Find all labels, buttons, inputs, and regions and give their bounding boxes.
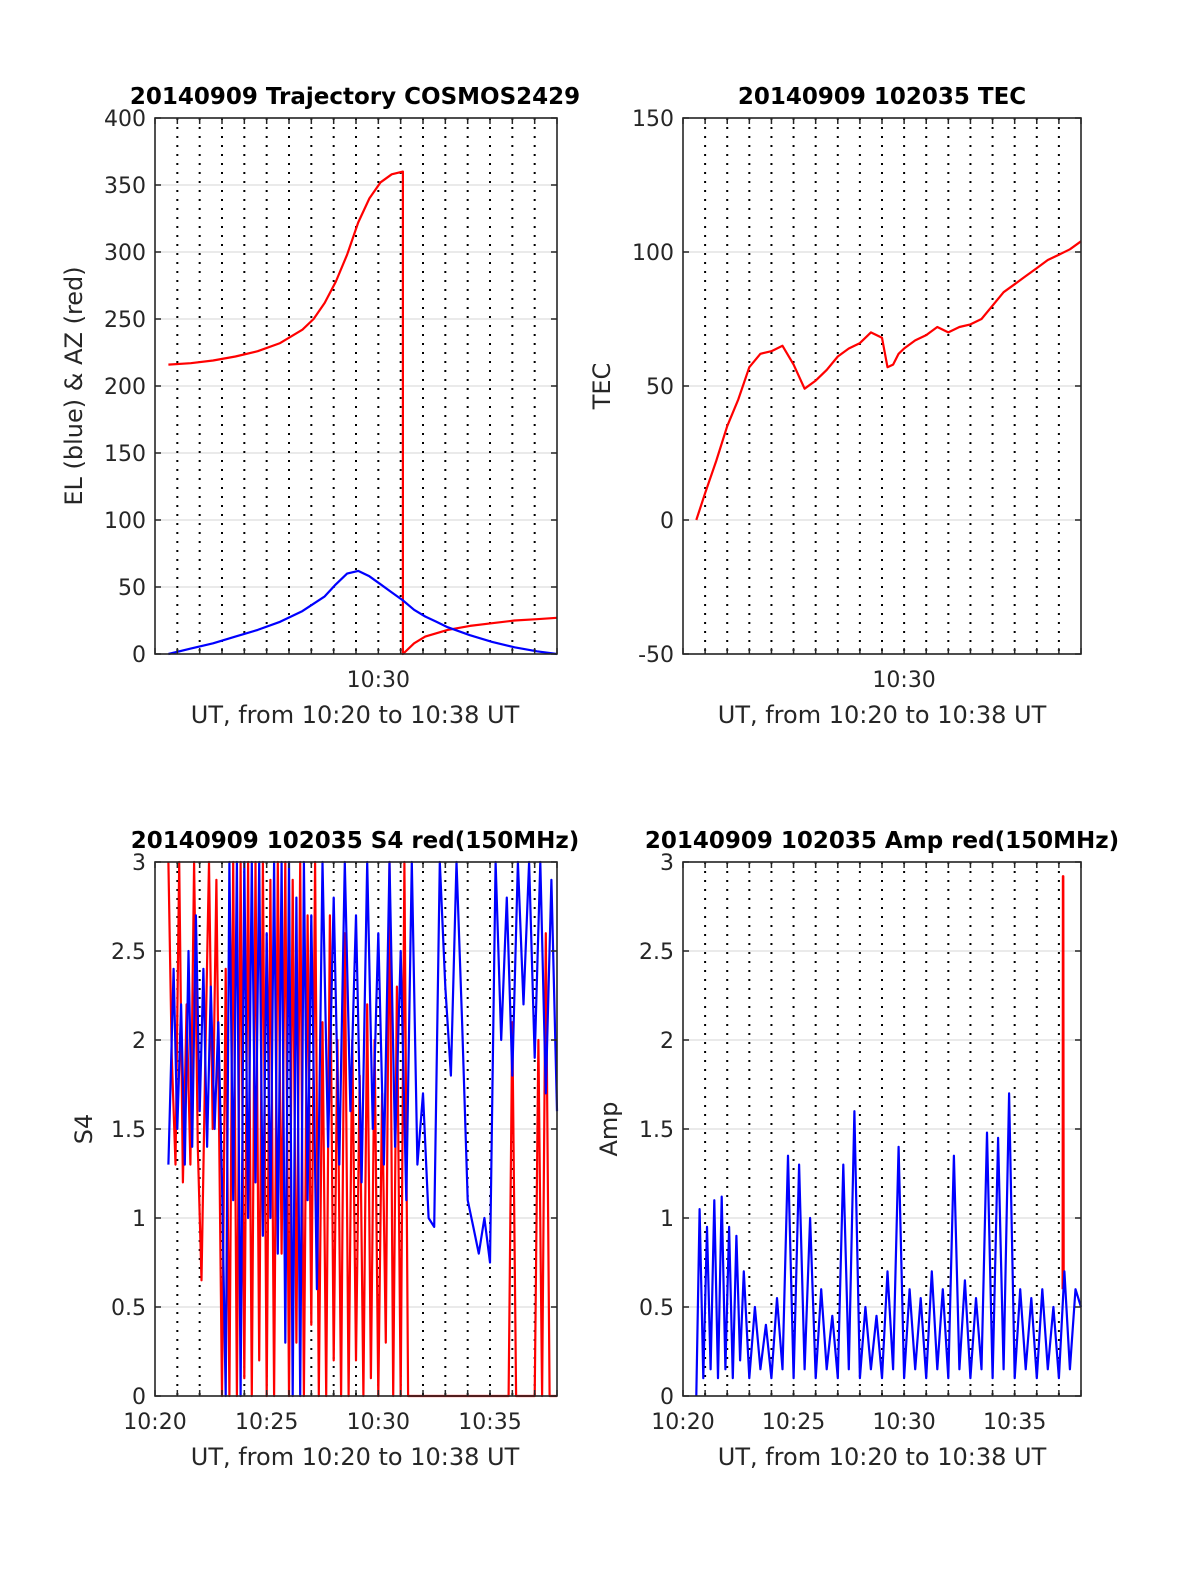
y-tick-label: 2.5 xyxy=(111,940,146,965)
y-tick-label: 100 xyxy=(632,241,674,266)
y-tick-label: 50 xyxy=(646,375,674,400)
series-line-ff0000 xyxy=(168,170,558,656)
y-tick-label: 1.5 xyxy=(639,1118,674,1143)
y-tick-label: 2 xyxy=(132,1029,146,1054)
x-tick-label: 10:35 xyxy=(983,1410,1046,1435)
y-axis-label: EL (blue) & AZ (red) xyxy=(60,266,88,505)
series-line-0000ff xyxy=(695,1092,1083,1397)
y-tick-label: 50 xyxy=(118,576,146,601)
y-axis-label: S4 xyxy=(70,1114,98,1145)
x-tick-label: 10:35 xyxy=(458,1410,521,1435)
y-tick-label: 0 xyxy=(660,1385,674,1410)
y-axis-label: TEC xyxy=(588,363,616,411)
chart-amp: 0 0.5 1 1.5 2 2.5 3 10:20 10:25 10:30 10:35 2014090… xyxy=(595,828,1119,1471)
y-tick-label: -50 xyxy=(638,643,674,668)
series-line-ff0000 xyxy=(695,240,1082,521)
series-line-ff0000 xyxy=(1061,875,1065,1290)
y-tick-label: 200 xyxy=(104,375,146,400)
chart-title: 20140909 102035 TEC xyxy=(738,84,1026,110)
y-tick-label: 0.5 xyxy=(111,1296,146,1321)
x-tick-label: 10:20 xyxy=(123,1410,186,1435)
chart-title: 20140909 102035 Amp red(150MHz) xyxy=(645,828,1119,854)
series-line-0000ff xyxy=(167,860,559,1398)
y-tick-label: 2.5 xyxy=(639,940,674,965)
y-tick-label: 150 xyxy=(632,107,674,132)
x-axis-label: UT, from 10:20 to 10:38 UT xyxy=(718,701,1047,729)
x-tick-label: 10:30 xyxy=(347,668,410,693)
x-tick-label: 10:25 xyxy=(235,1410,298,1435)
y-tick-label: 1.5 xyxy=(111,1118,146,1143)
y-tick-label: 150 xyxy=(104,442,146,467)
y-tick-label: 2 xyxy=(660,1029,674,1054)
y-tick-label: 3 xyxy=(132,851,146,876)
y-tick-label: 0 xyxy=(132,643,146,668)
y-tick-label: 250 xyxy=(104,308,146,333)
y-tick-label: 0 xyxy=(132,1385,146,1410)
chart-s4: 0 0.5 1 1.5 2 2.5 3 10:20 10:25 10:30 10:35 2014090… xyxy=(70,828,579,1471)
y-axis-label: Amp xyxy=(595,1101,623,1156)
x-tick-label: 10:30 xyxy=(872,1410,935,1435)
y-tick-label: 350 xyxy=(104,174,146,199)
y-tick-label: 400 xyxy=(104,107,146,132)
x-tick-label: 10:25 xyxy=(762,1410,825,1435)
y-tick-label: 0.5 xyxy=(639,1296,674,1321)
x-tick-label: 10:30 xyxy=(347,1410,410,1435)
y-tick-label: 0 xyxy=(660,509,674,534)
chart-trajectory: 0 50 100 150 200 250 300 350 400 10:30 20140909 Tr… xyxy=(60,84,580,729)
chart-title: 20140909 102035 S4 red(150MHz) xyxy=(131,828,580,854)
series-line-0000ff xyxy=(168,569,558,656)
x-tick-label: 10:20 xyxy=(651,1410,714,1435)
x-axis-label: UT, from 10:20 to 10:38 UT xyxy=(191,701,520,729)
y-tick-label: 1 xyxy=(132,1207,146,1232)
x-tick-label: 10:30 xyxy=(872,668,935,693)
y-tick-label: 1 xyxy=(660,1207,674,1232)
y-tick-label: 300 xyxy=(104,241,146,266)
y-tick-label: 100 xyxy=(104,509,146,534)
x-axis-label: UT, from 10:20 to 10:38 UT xyxy=(718,1443,1047,1471)
chart-title: 20140909 Trajectory COSMOS2429 xyxy=(130,84,580,110)
x-axis-label: UT, from 10:20 to 10:38 UT xyxy=(191,1443,520,1471)
chart-tec: -50 0 50 100 150 10:30 20140909 102035 TEC UT, … xyxy=(588,84,1082,729)
y-tick-label: 3 xyxy=(660,851,674,876)
